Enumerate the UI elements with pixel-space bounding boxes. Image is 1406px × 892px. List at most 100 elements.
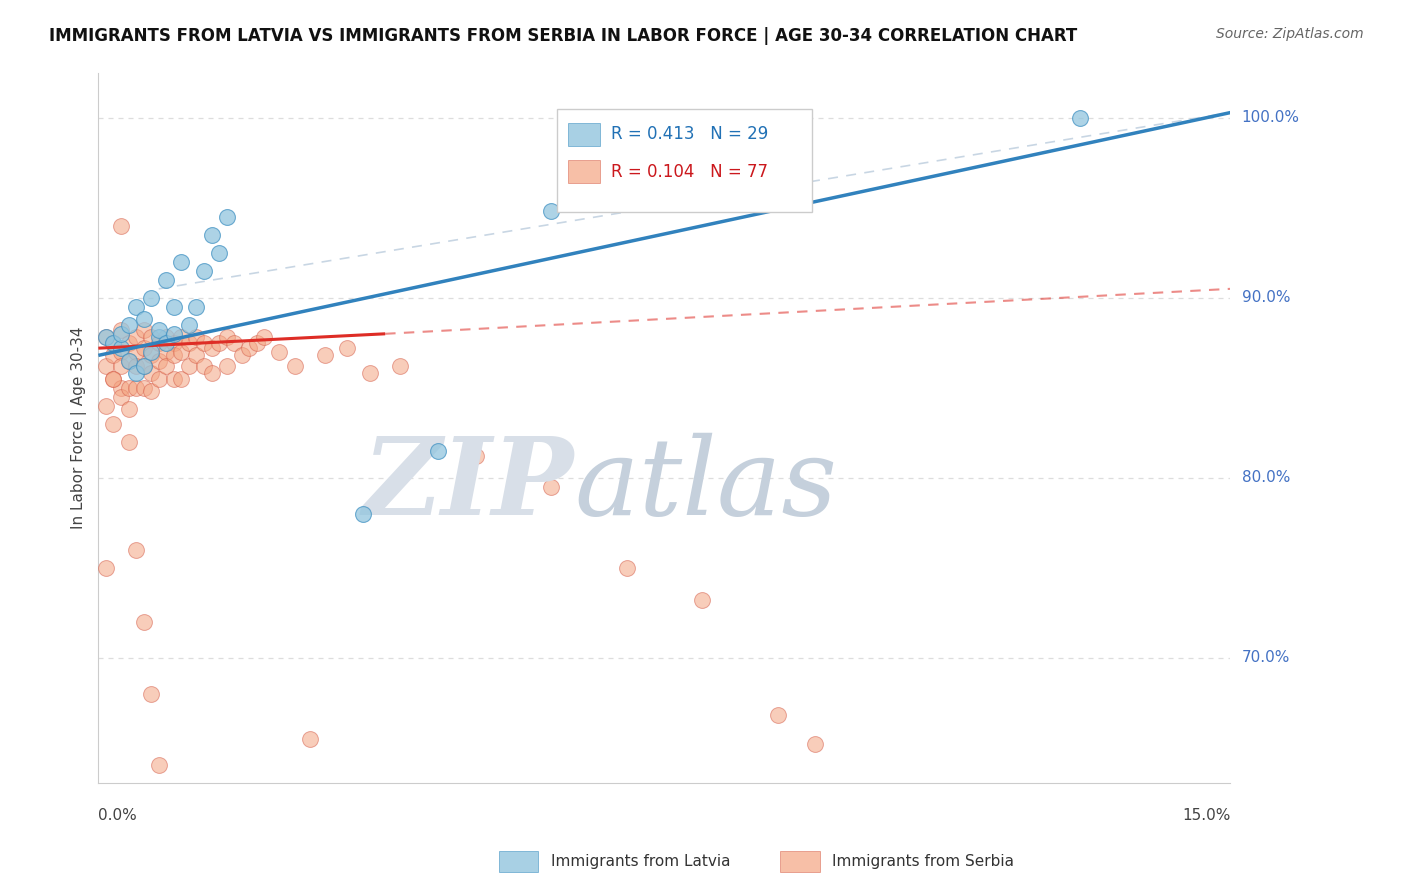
Point bbox=[141, 348, 163, 362]
Point bbox=[125, 300, 148, 314]
Text: 0.0%: 0.0% bbox=[98, 808, 138, 823]
Point bbox=[125, 542, 148, 557]
Point bbox=[1069, 111, 1091, 125]
Point bbox=[103, 372, 125, 386]
Point bbox=[177, 318, 200, 332]
Point bbox=[132, 312, 155, 326]
Point bbox=[170, 372, 193, 386]
Point bbox=[284, 359, 307, 374]
Point bbox=[193, 335, 215, 350]
Point bbox=[766, 708, 789, 723]
Point bbox=[132, 323, 155, 337]
Point bbox=[110, 323, 132, 337]
Point bbox=[208, 245, 231, 260]
Point bbox=[246, 335, 269, 350]
Point bbox=[103, 417, 125, 431]
Point bbox=[117, 402, 139, 417]
Point bbox=[200, 227, 222, 242]
Point bbox=[125, 330, 148, 344]
Text: ZIP: ZIP bbox=[363, 432, 574, 538]
Point bbox=[125, 359, 148, 374]
Point bbox=[141, 367, 163, 381]
FancyBboxPatch shape bbox=[568, 161, 600, 183]
Point bbox=[132, 359, 155, 374]
Point bbox=[148, 323, 170, 337]
Point bbox=[117, 335, 139, 350]
Point bbox=[208, 335, 231, 350]
Text: 70.0%: 70.0% bbox=[1241, 650, 1289, 665]
Point bbox=[464, 449, 486, 463]
FancyBboxPatch shape bbox=[557, 109, 811, 211]
Point bbox=[163, 326, 186, 341]
Point bbox=[155, 335, 177, 350]
Point bbox=[110, 344, 132, 359]
Point bbox=[298, 731, 321, 746]
Point bbox=[132, 359, 155, 374]
Point bbox=[141, 344, 163, 359]
Point bbox=[117, 353, 139, 368]
Point bbox=[163, 335, 186, 350]
Point bbox=[117, 434, 139, 449]
Point bbox=[186, 348, 208, 362]
Point bbox=[125, 367, 148, 381]
Point bbox=[148, 335, 170, 350]
Point bbox=[110, 341, 132, 355]
Point bbox=[200, 367, 222, 381]
Point bbox=[132, 341, 155, 355]
Point bbox=[103, 348, 125, 362]
Point bbox=[253, 330, 276, 344]
Text: 90.0%: 90.0% bbox=[1241, 290, 1291, 305]
Point bbox=[170, 255, 193, 269]
Point bbox=[155, 359, 177, 374]
FancyBboxPatch shape bbox=[568, 123, 600, 146]
Point bbox=[540, 204, 562, 219]
Point bbox=[110, 359, 132, 374]
Point bbox=[314, 348, 336, 362]
Point bbox=[141, 330, 163, 344]
Point bbox=[125, 344, 148, 359]
Point bbox=[690, 593, 713, 607]
Point bbox=[193, 359, 215, 374]
Point bbox=[110, 326, 132, 341]
Text: R = 0.104   N = 77: R = 0.104 N = 77 bbox=[612, 163, 768, 181]
Point bbox=[359, 367, 381, 381]
Point bbox=[141, 384, 163, 399]
Point bbox=[163, 348, 186, 362]
Point bbox=[110, 381, 132, 395]
Text: 15.0%: 15.0% bbox=[1182, 808, 1230, 823]
Point bbox=[103, 372, 125, 386]
Point bbox=[186, 300, 208, 314]
Point bbox=[804, 737, 827, 751]
Point bbox=[103, 335, 125, 350]
Point bbox=[94, 399, 117, 413]
Point bbox=[186, 330, 208, 344]
Point bbox=[141, 291, 163, 305]
Point bbox=[336, 341, 359, 355]
Point bbox=[148, 372, 170, 386]
Text: Source: ZipAtlas.com: Source: ZipAtlas.com bbox=[1216, 27, 1364, 41]
Point bbox=[170, 330, 193, 344]
Point bbox=[215, 210, 238, 224]
Point bbox=[125, 381, 148, 395]
Point bbox=[132, 381, 155, 395]
Point bbox=[238, 341, 260, 355]
Point bbox=[94, 560, 117, 574]
Text: 80.0%: 80.0% bbox=[1241, 470, 1289, 485]
Y-axis label: In Labor Force | Age 30-34: In Labor Force | Age 30-34 bbox=[72, 327, 87, 530]
Point bbox=[389, 359, 412, 374]
Point bbox=[352, 507, 374, 521]
Point bbox=[177, 335, 200, 350]
Point bbox=[427, 443, 450, 458]
Text: atlas: atlas bbox=[574, 433, 837, 538]
Point bbox=[132, 615, 155, 629]
Point bbox=[155, 344, 177, 359]
Point bbox=[224, 335, 246, 350]
Point bbox=[148, 330, 170, 344]
Point bbox=[163, 300, 186, 314]
Text: Immigrants from Serbia: Immigrants from Serbia bbox=[832, 855, 1014, 869]
Point bbox=[141, 687, 163, 701]
Point bbox=[231, 348, 253, 362]
Point bbox=[540, 480, 562, 494]
Point bbox=[155, 330, 177, 344]
Point bbox=[94, 359, 117, 374]
